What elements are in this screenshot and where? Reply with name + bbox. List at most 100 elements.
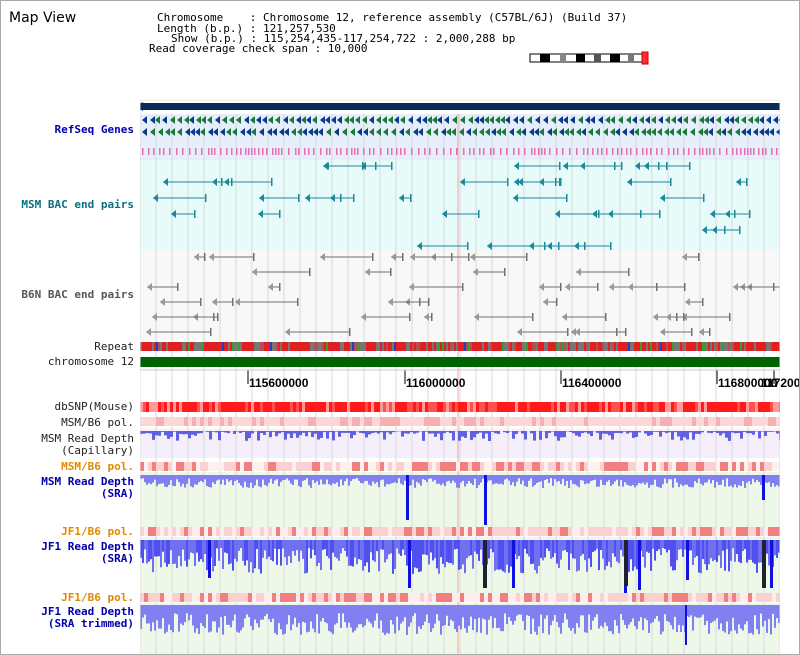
msm-sra-depth-bar xyxy=(432,475,434,482)
msm-pol-bar xyxy=(240,417,244,426)
msm-cap-depth-bar xyxy=(734,431,737,434)
msm-cap-depth-bar xyxy=(389,431,392,435)
dbsnp-bar xyxy=(164,402,167,412)
repeat-segment xyxy=(654,342,656,351)
repeat-segment xyxy=(404,342,406,351)
repeat-segment xyxy=(526,342,528,351)
jf1-pol2-bar xyxy=(384,593,388,602)
msm-pol2-bar xyxy=(748,462,752,471)
repeat-segment xyxy=(588,342,590,351)
repeat-segment xyxy=(470,342,472,351)
refseq-gene-arrow xyxy=(452,116,457,124)
b6n-bac-end xyxy=(388,298,393,306)
jf1-pol-bar xyxy=(292,527,296,536)
jf1-sra-depth-bar xyxy=(736,540,738,554)
refseq-gene-arrow xyxy=(318,128,323,136)
jf1-pol2-bar xyxy=(552,593,556,602)
chromosome-ideogram[interactable] xyxy=(528,51,654,65)
repeat-segment xyxy=(212,342,214,351)
jf1-trim-depth-bar xyxy=(462,605,464,618)
jf1-trim-depth-bar xyxy=(156,605,158,621)
jf1-sra-depth-bar xyxy=(648,540,650,553)
b6n-bac-end xyxy=(729,313,731,321)
refseq-tick xyxy=(493,148,495,155)
repeat-segment xyxy=(410,342,412,351)
msm-sra-depth-bar xyxy=(508,475,510,481)
msm-cap-depth-bar xyxy=(383,431,386,440)
msm-bac-end xyxy=(224,178,229,186)
repeat-segment xyxy=(298,342,300,351)
repeat-segment xyxy=(192,342,194,351)
jf1-trim-depth-bar xyxy=(492,605,494,628)
genome-browser-plot[interactable] xyxy=(140,100,780,655)
jf1-pol-bar xyxy=(608,527,612,536)
msm-pol2-bar xyxy=(616,462,620,471)
msm-cap-depth-bar xyxy=(371,431,374,434)
jf1-trim-depth-bar xyxy=(468,605,470,626)
dbsnp-bar xyxy=(254,402,257,412)
refseq-gene-arrow xyxy=(355,116,360,124)
jf1-sra-depth-bar xyxy=(206,540,208,571)
dbsnp-bar xyxy=(770,402,773,412)
refseq-gene-arrow xyxy=(691,116,696,124)
msm-pol-bar xyxy=(268,417,272,426)
refseq-tick xyxy=(500,148,502,155)
refseq-gene-arrow xyxy=(585,116,590,124)
map-view-title: Map View xyxy=(9,10,77,26)
msm-cap-depth-bar xyxy=(260,431,263,434)
dbsnp-bar xyxy=(287,402,290,412)
msm-sra-depth-bar xyxy=(680,475,682,485)
dbsnp-bar xyxy=(698,402,701,412)
msm-sra-depth-bar xyxy=(502,475,504,485)
msm-sra-depth-bar xyxy=(534,475,536,485)
track-label-msm-bac[interactable]: MSM BAC end pairs xyxy=(21,198,134,211)
dbsnp-bar xyxy=(200,402,203,412)
msm-sra-depth-bar xyxy=(752,475,754,479)
dbsnp-bar xyxy=(359,402,362,412)
refseq-gene-arrow xyxy=(342,128,347,136)
jf1-sra-depth-bar xyxy=(214,540,216,567)
msm-cap-depth-bar xyxy=(158,431,161,436)
b6n-bac-end xyxy=(468,253,470,261)
jf1-pol-bar xyxy=(552,527,556,536)
msm-pol2-bar xyxy=(300,462,304,471)
refseq-tick xyxy=(683,148,685,155)
msm-pol-bar xyxy=(488,417,492,426)
msm-cap-depth-bar xyxy=(752,431,755,435)
msm-pol-bar xyxy=(148,417,152,426)
repeat-segment xyxy=(520,342,522,351)
msm-sra-depth-bar xyxy=(588,475,590,484)
repeat-segment xyxy=(402,342,404,351)
msm-bac-end xyxy=(353,194,355,202)
repeat-segment xyxy=(516,342,518,351)
jf1-trim-depth-bar xyxy=(624,605,626,625)
jf1-pol-bar xyxy=(388,527,392,536)
refseq-tick xyxy=(736,148,738,155)
msm-sra-depth-bar xyxy=(706,475,708,483)
repeat-segment xyxy=(370,342,372,351)
jf1-trim-depth-bar xyxy=(490,605,492,617)
jf1-trim-depth-bar xyxy=(180,605,182,624)
jf1-pol-bar xyxy=(312,527,316,536)
repeat-segment xyxy=(284,342,286,351)
msm-sra-depth-bar xyxy=(638,475,640,483)
refseq-gene-arrow xyxy=(495,116,500,124)
repeat-segment xyxy=(208,342,210,351)
msm-sra-depth-bar xyxy=(158,475,160,484)
jf1-trim-depth-bar xyxy=(714,605,716,621)
refseq-tick xyxy=(354,148,356,155)
msm-sra-depth-bar xyxy=(258,475,260,487)
jf1-pol-bar xyxy=(240,527,244,536)
msm-bac-end xyxy=(442,210,447,218)
dbsnp-bar xyxy=(677,402,680,412)
jf1-trim-depth-bar xyxy=(470,605,472,617)
repeat-segment xyxy=(222,342,224,351)
jf1-pol-bar xyxy=(776,527,780,536)
track-label-b6n-bac[interactable]: B6N BAC end pairs xyxy=(21,288,134,301)
jf1-pol2-bar xyxy=(460,593,464,602)
track-label-refseq[interactable]: RefSeq Genes xyxy=(54,123,134,136)
repeat-segment xyxy=(196,342,198,351)
dbsnp-bar xyxy=(602,402,605,412)
jf1-sra-depth-bar xyxy=(380,540,382,550)
jf1-pol-bar xyxy=(764,527,768,536)
